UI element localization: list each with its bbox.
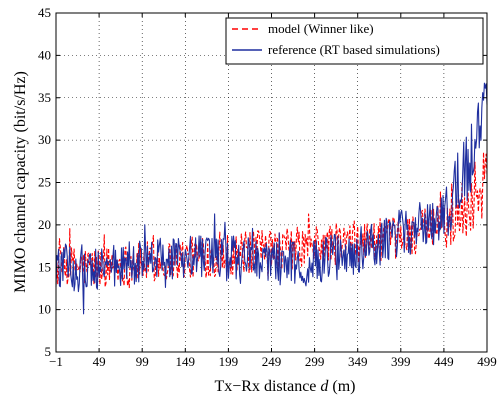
y-tick-label: 20 [38, 217, 51, 232]
x-tick-labels: −1 49 99 149 199 249 299 349 399 449 499 [49, 354, 497, 369]
y-tick-label: 40 [38, 47, 51, 62]
axis-ticks [55, 12, 488, 353]
y-axis-label: MIMO channel capacity (bit/s/Hz) [12, 71, 29, 293]
legend-label-reference: reference (RT based simulations) [268, 42, 440, 57]
series-model-line [55, 151, 488, 289]
x-tick-label: −1 [49, 354, 63, 369]
y-tick-label: 30 [38, 132, 51, 147]
x-tick-label: 249 [262, 354, 282, 369]
x-tick-label: 499 [477, 354, 497, 369]
x-tick-label: 399 [391, 354, 411, 369]
series-layer [55, 82, 488, 315]
y-tick-labels: 5 10 15 20 25 30 35 40 45 [38, 5, 51, 359]
series-reference-line [55, 82, 488, 315]
legend-box [225, 17, 484, 65]
x-tick-label: 349 [348, 354, 368, 369]
grid [56, 13, 487, 352]
x-axis-label: Tx−Rx distance d (m) [215, 378, 356, 395]
x-tick-label: 449 [434, 354, 454, 369]
y-tick-label: 45 [38, 5, 51, 20]
x-tick-label: 49 [93, 354, 106, 369]
y-tick-label: 10 [38, 302, 51, 317]
x-tick-label: 149 [176, 354, 196, 369]
legend-label-model: model (Winner like) [268, 21, 374, 36]
legend: model (Winner like) reference (RT based … [225, 17, 484, 65]
y-tick-label: 5 [45, 344, 52, 359]
y-tick-label: 25 [38, 175, 51, 190]
y-tick-label: 15 [38, 259, 51, 274]
y-tick-label: 35 [38, 90, 51, 105]
x-tick-label: 99 [136, 354, 149, 369]
x-tick-label: 299 [305, 354, 325, 369]
x-tick-label: 199 [219, 354, 239, 369]
